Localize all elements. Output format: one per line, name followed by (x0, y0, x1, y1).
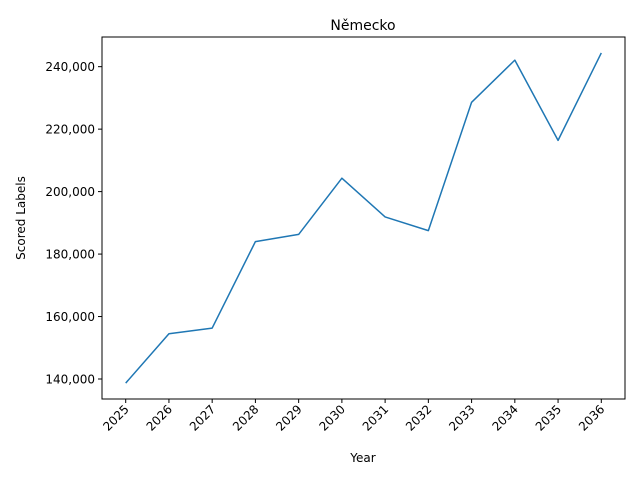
y-tick-label: 140,000 (45, 373, 95, 387)
x-axis-label: Year (349, 451, 375, 465)
y-axis-ticks: 140,000 160,000 180,000 200,000 220,000 240,0… (45, 60, 102, 387)
y-tick-label: 160,000 (45, 310, 95, 324)
y-tick-label: 220,000 (45, 123, 95, 137)
plot-frame (101, 36, 626, 400)
series-layer (125, 52, 602, 384)
y-tick-label: 200,000 (45, 185, 95, 199)
series-line-0 (125, 52, 602, 384)
y-tick-label: 240,000 (45, 60, 95, 74)
chart-title: Německo (330, 18, 395, 34)
y-axis-label: Scored Labels (14, 176, 28, 260)
y-tick-label: 180,000 (45, 248, 95, 262)
